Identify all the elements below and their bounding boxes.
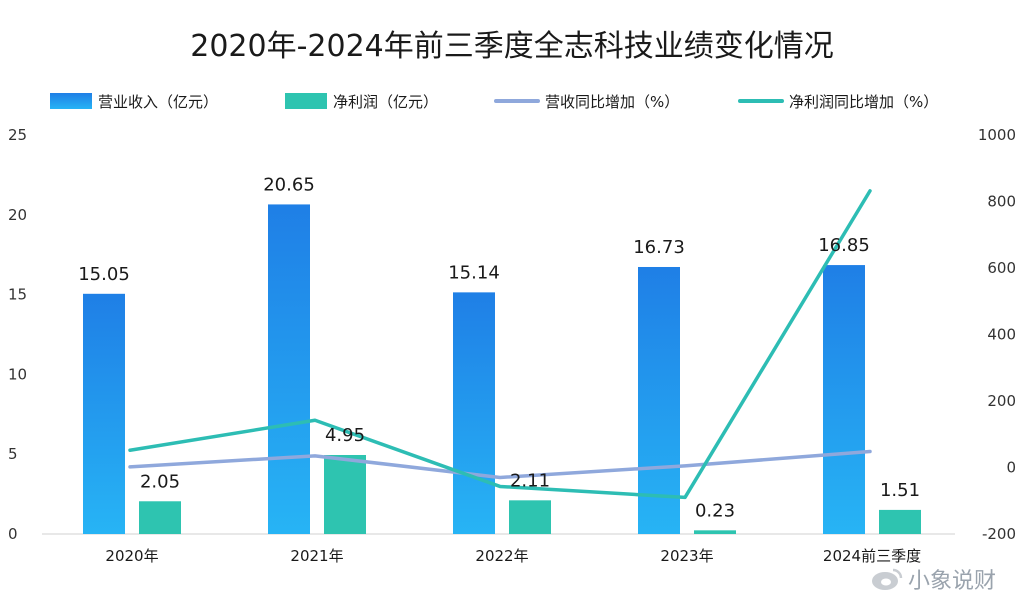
legend-label-revenue-growth: 营收同比增加（%）	[545, 93, 679, 111]
y-left-tick-label: 20	[8, 206, 27, 224]
y-right-tick-label: 200	[987, 392, 1016, 410]
y-right-tick-label: 600	[987, 259, 1016, 277]
x-category-label: 2023年	[660, 547, 713, 565]
y-right-tick-label: 1000	[978, 126, 1016, 144]
bars	[83, 204, 921, 534]
legend-item-profit[interactable]: 净利润（亿元）	[285, 93, 438, 111]
y-left-tick-label: 10	[8, 365, 27, 383]
legend-label-revenue: 营业收入（亿元）	[98, 93, 218, 111]
legend-label-profit: 净利润（亿元）	[333, 93, 438, 111]
data-label-profit: 4.95	[325, 425, 365, 446]
data-label-revenue: 15.05	[78, 264, 130, 285]
y-right-tick-label: 400	[987, 326, 1016, 344]
x-category-label: 2021年	[290, 547, 343, 565]
data-labels: 15.05 2.05 20.65 4.95 15.14 2.11 16.73 0.23 16.8…	[78, 174, 920, 521]
y-right-tick-label: 800	[987, 193, 1016, 211]
data-label-profit: 1.51	[880, 480, 920, 501]
legend-item-profit-growth[interactable]: 净利润同比增加（%）	[738, 93, 938, 111]
legend-item-revenue-growth[interactable]: 营收同比增加（%）	[494, 93, 679, 111]
data-label-profit: 2.11	[510, 470, 550, 491]
legend-swatch-profit	[285, 93, 327, 109]
legend: 营业收入（亿元） 净利润（亿元） 营收同比增加（%） 净利润同比增加（%）	[50, 93, 938, 111]
data-label-revenue: 16.73	[633, 237, 685, 258]
bar-profit[interactable]	[324, 454, 366, 534]
y-axis-left: 0 5 10 15 20 25	[8, 126, 27, 543]
y-axis-right: -200 0 200 400 600 800 1000	[978, 126, 1016, 543]
y-left-tick-label: 15	[8, 286, 27, 304]
x-category-label: 2022年	[475, 547, 528, 565]
y-right-tick-label: -200	[982, 525, 1016, 543]
line-profit-growth[interactable]	[128, 189, 872, 500]
legend-swatch-revenue	[50, 93, 92, 109]
bar-revenue[interactable]	[453, 292, 495, 534]
lines	[128, 189, 872, 500]
x-category-label: 2020年	[105, 547, 158, 565]
bar-revenue[interactable]	[823, 265, 865, 534]
y-right-tick-label: 0	[1006, 459, 1016, 477]
legend-label-profit-growth: 净利润同比增加（%）	[789, 93, 938, 111]
x-axis-categories: 2020年 2021年 2022年 2023年 2024前三季度	[105, 547, 921, 565]
watermark: 小象说财	[872, 568, 996, 594]
data-label-profit: 0.23	[695, 500, 735, 521]
y-left-tick-label: 25	[8, 126, 27, 144]
bar-profit[interactable]	[694, 530, 736, 534]
data-label-revenue: 15.14	[448, 262, 500, 283]
y-left-tick-label: 0	[8, 525, 18, 543]
bar-profit[interactable]	[139, 501, 181, 534]
data-label-revenue: 16.85	[818, 235, 870, 256]
data-label-profit: 2.05	[140, 471, 180, 492]
data-label-revenue: 20.65	[263, 174, 315, 195]
bar-revenue[interactable]	[268, 204, 310, 534]
line-revenue-growth[interactable]	[128, 449, 872, 480]
bar-profit[interactable]	[879, 509, 921, 534]
bar-profit[interactable]	[509, 500, 551, 534]
bar-revenue[interactable]	[83, 293, 125, 534]
watermark-text: 小象说财	[908, 569, 996, 594]
bar-revenue[interactable]	[638, 266, 680, 534]
y-left-tick-label: 5	[8, 445, 18, 463]
chart-title: 2020年-2024年前三季度全志科技业绩变化情况	[190, 29, 834, 64]
x-category-label: 2024前三季度	[823, 547, 921, 565]
watermark-logo-icon	[872, 568, 903, 590]
legend-item-revenue[interactable]: 营业收入（亿元）	[50, 93, 218, 111]
